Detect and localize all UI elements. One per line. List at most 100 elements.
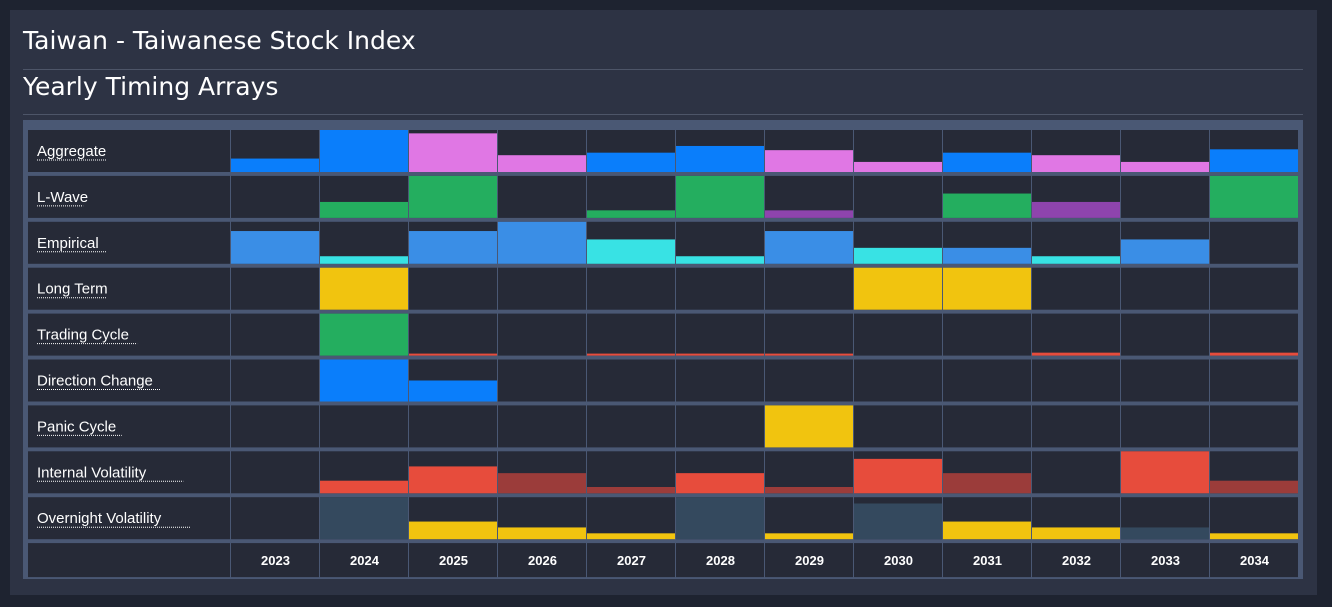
cell-bar: [676, 353, 764, 356]
year-cell: [943, 543, 1031, 578]
year-label: 2033: [1151, 553, 1180, 568]
cell-bar: [765, 231, 853, 264]
year-cell: [231, 543, 319, 578]
cell-bar: [854, 458, 942, 494]
cell-bg: [854, 313, 942, 356]
year-label: 2024: [350, 553, 380, 568]
cell-bg: [1210, 221, 1298, 264]
cell-bar: [676, 256, 764, 264]
cell-bg: [676, 267, 764, 310]
cell-bg: [498, 175, 586, 218]
cell-bar: [1032, 352, 1120, 356]
year-cell: [498, 543, 586, 578]
cell-bar: [765, 150, 853, 172]
cell-bar: [320, 256, 408, 264]
cell-bar: [1121, 161, 1209, 172]
row-label[interactable]: Long Term: [37, 281, 108, 298]
row-label-cell: [28, 221, 230, 264]
cell-bar: [854, 161, 942, 172]
year-cell: [320, 543, 408, 578]
row-label-cell: [28, 313, 230, 356]
cell-bar: [765, 405, 853, 448]
year-cell: [676, 543, 764, 578]
cell-bg: [854, 405, 942, 448]
cell-bg: [854, 359, 942, 402]
cell-bg: [498, 267, 586, 310]
cell-bg: [1210, 313, 1298, 356]
cell-bg: [765, 313, 853, 356]
cell-bg: [498, 405, 586, 448]
cell-bar: [498, 527, 586, 540]
cell-bar: [587, 487, 675, 494]
cell-bg: [409, 267, 497, 310]
cell-bar: [765, 353, 853, 356]
cell-bg: [676, 405, 764, 448]
row-label-cell: [28, 405, 230, 448]
cell-bg: [498, 359, 586, 402]
cell-bar: [498, 221, 586, 264]
cell-bg: [943, 405, 1031, 448]
cell-bar: [943, 521, 1031, 540]
cell-bg: [1032, 451, 1120, 494]
cell-bg: [231, 175, 319, 218]
year-cell: [1032, 543, 1120, 578]
row-label[interactable]: Overnight Volatility: [37, 510, 162, 527]
cell-bg: [676, 359, 764, 402]
cell-bar: [854, 503, 942, 540]
cell-bar: [587, 533, 675, 540]
cell-bar: [943, 152, 1031, 172]
cell-bg: [587, 313, 675, 356]
cell-bar: [943, 473, 1031, 494]
row-label[interactable]: L-Wave: [37, 189, 88, 206]
year-label: 2028: [706, 553, 735, 568]
row-label-cell: [28, 497, 230, 540]
cell-bar: [1121, 239, 1209, 264]
cell-bar: [676, 145, 764, 172]
timing-array-grid: Aggregate L-Wave Empirical Long Term Trading…: [23, 120, 1303, 579]
row-label[interactable]: Direction Change: [37, 373, 153, 390]
cell-bg: [231, 451, 319, 494]
cell-bar: [409, 521, 497, 540]
cell-bar: [320, 130, 408, 172]
cell-bg: [231, 313, 319, 356]
chart-subtitle: Yearly Timing Arrays: [23, 72, 279, 101]
cell-bg: [587, 359, 675, 402]
row-label[interactable]: Panic Cycle: [37, 418, 116, 435]
cell-bar: [409, 380, 497, 402]
cell-bg: [943, 359, 1031, 402]
cell-bar: [320, 359, 408, 402]
cell-bg: [1032, 267, 1120, 310]
cell-bar: [943, 267, 1031, 310]
cell-bar: [1210, 149, 1298, 172]
cell-bar: [409, 353, 497, 356]
subtitle-divider: [23, 114, 1303, 115]
cell-bar: [320, 497, 408, 540]
cell-bar: [943, 193, 1031, 218]
cell-bar: [320, 201, 408, 218]
row-label[interactable]: Empirical: [37, 235, 99, 252]
row-label[interactable]: Aggregate: [37, 143, 106, 160]
cell-bg: [587, 405, 675, 448]
cell-bg: [854, 175, 942, 218]
row-label[interactable]: Internal Volatility: [37, 464, 147, 481]
cell-bar: [1210, 352, 1298, 356]
cell-bar: [765, 210, 853, 218]
timing-array-chart: Aggregate L-Wave Empirical Long Term Trading…: [28, 130, 1298, 578]
title-divider: [23, 69, 1303, 70]
cell-bg: [231, 267, 319, 310]
year-label: 2030: [884, 553, 913, 568]
row-label-cell: [28, 175, 230, 218]
cell-bg: [943, 313, 1031, 356]
year-cell: [409, 543, 497, 578]
cell-bar: [587, 152, 675, 172]
year-label: 2026: [528, 553, 557, 568]
row-label[interactable]: Trading Cycle: [37, 327, 129, 344]
row-label-cell: [28, 267, 230, 310]
cell-bg: [765, 267, 853, 310]
cell-bar: [676, 175, 764, 218]
year-label: 2034: [1240, 553, 1270, 568]
cell-bg: [676, 313, 764, 356]
cell-bg: [1121, 405, 1209, 448]
year-cell: [854, 543, 942, 578]
year-cell: [587, 543, 675, 578]
